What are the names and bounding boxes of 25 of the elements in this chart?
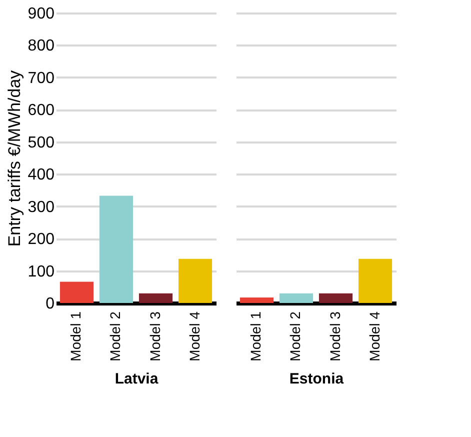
x-tick-label: Model 3	[146, 311, 163, 362]
bar	[178, 258, 212, 303]
x-tick-label: Model 2	[107, 311, 124, 362]
x-tick-label: Model 4	[186, 311, 202, 362]
y-tick-label: 600	[28, 102, 55, 120]
y-tick-label: 100	[28, 263, 55, 280]
x-tick-label: Model 4	[366, 311, 382, 362]
y-tick-label: 0	[46, 296, 55, 312]
y-tick-label: 900	[28, 6, 55, 22]
x-tick-label: Model 1	[248, 311, 264, 362]
y-tick-label: 200	[28, 231, 55, 248]
bar	[60, 282, 94, 303]
y-tick-label: 300	[28, 198, 55, 216]
bar	[138, 293, 173, 303]
y-tick-label: 500	[28, 134, 55, 152]
x-tick-label: Model 3	[326, 311, 343, 362]
x-tick-label: Model 1	[68, 311, 84, 362]
y-tick-label: 800	[28, 38, 55, 55]
bar	[99, 196, 134, 303]
y-tick-label: 700	[28, 70, 55, 87]
x-axis-title: Estonia	[289, 370, 344, 388]
x-axis-title: Latvia	[114, 370, 159, 388]
x-tick-label: Model 2	[287, 311, 304, 362]
y-tick-label: 400	[28, 166, 55, 184]
y-axis-title: Entry tariffs €/MWh/day	[4, 70, 24, 247]
